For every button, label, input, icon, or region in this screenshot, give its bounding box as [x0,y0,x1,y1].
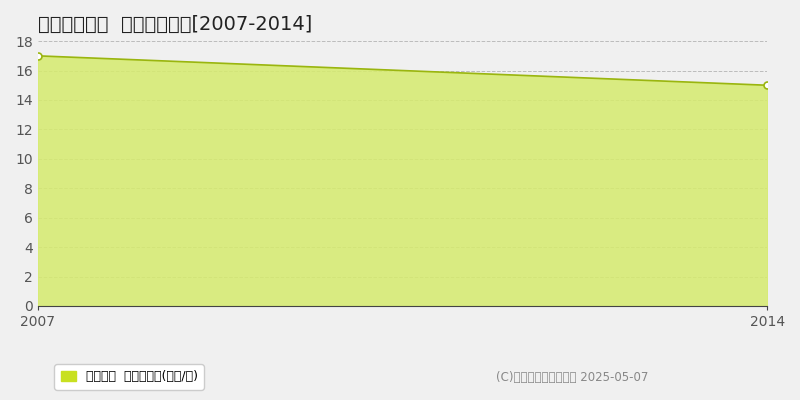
Text: (C)土地価格ドットコム 2025-05-07: (C)土地価格ドットコム 2025-05-07 [496,371,648,384]
Text: 赤穂市南宮町  住宅価格推移[2007-2014]: 赤穂市南宮町 住宅価格推移[2007-2014] [38,15,312,34]
Legend: 住宅価格  平均坪単価(万円/坪): 住宅価格 平均坪単価(万円/坪) [54,364,204,390]
